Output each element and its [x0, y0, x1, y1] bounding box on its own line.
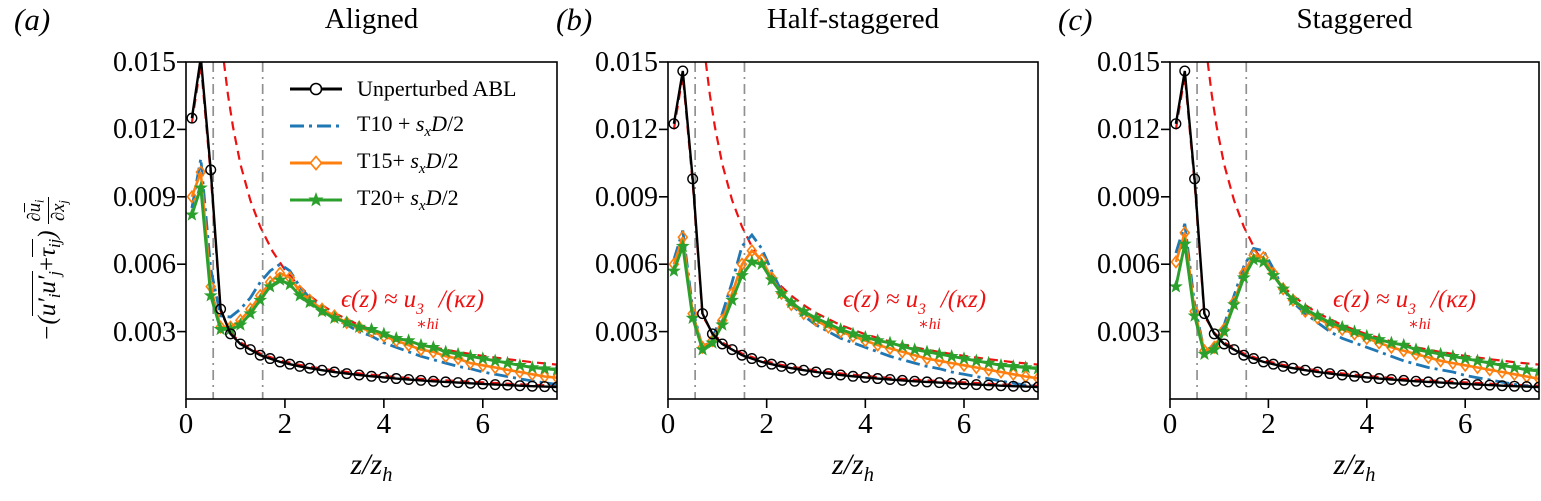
series-line-unperturbed-abl [672, 70, 1038, 389]
legend-item-t10: T10 + sxD/2 [288, 111, 516, 141]
plot-area-(a) [186, 62, 557, 399]
panel-label-b: (b) [556, 2, 593, 37]
axes-box [1169, 61, 1540, 400]
y-tick-label: 0.012 [113, 114, 176, 146]
y-tick-label: 0.003 [595, 316, 658, 348]
x-tick-label: 6 [1457, 408, 1473, 440]
axes-box [667, 61, 1039, 400]
plot-area-(c) [1170, 62, 1539, 399]
epsilon-annotation-a: ϵ(z) ≈ u 3 ∗hi/(κz) [341, 286, 485, 333]
legend-sample-t20 [290, 192, 342, 207]
x-tick-label: 0 [660, 408, 676, 440]
x-axis-label-b: z/zh [832, 448, 874, 487]
x-tick-label: 2 [759, 408, 774, 440]
series-markers-unperturbed-abl [186, 62, 557, 393]
axes-box [185, 61, 558, 400]
ref-curve-epsilon-fit-abl [1174, 75, 1539, 387]
x-tick-label: 2 [1261, 408, 1276, 440]
series-markers-t20--sxd-2 [186, 180, 557, 376]
y-tick-label: 0.012 [1097, 114, 1160, 146]
y-axis-label: −(u′iu′j + τij) ∂ui ∂xj [25, 39, 70, 499]
legend-label-t10: T10 + sxD/2 [357, 110, 465, 141]
epsilon-annotation-c: ϵ(z) ≈ u 3 ∗hi/(κz) [1333, 286, 1477, 333]
y-tick-label: 0.009 [113, 181, 176, 213]
series-markers-t20--sxd-2 [668, 238, 1038, 375]
epsilon-annotation-b: ϵ(z) ≈ u 3 ∗hi/(κz) [843, 286, 987, 333]
x-tick-label: 2 [277, 408, 293, 440]
x-tick-label: 4 [858, 408, 873, 440]
legend-sample-t10 [290, 124, 342, 128]
series-markers-unperturbed-abl [668, 65, 1038, 393]
y-tick-label: 0.006 [113, 249, 176, 281]
y-tick-label: 0.003 [113, 316, 176, 348]
panel-title-half-staggered: Half-staggered [766, 3, 940, 35]
y-tick-label: 0.012 [595, 114, 658, 146]
y-tick-label: 0.015 [113, 47, 176, 78]
legend-label-abl: Unperturbed ABL [357, 76, 517, 101]
legend-item-t20: T20+ sxD/2 [288, 185, 516, 215]
series-markers-t20--sxd-2 [1170, 236, 1539, 377]
x-axis-label-c: z/zh [1333, 448, 1376, 487]
legend-item-t15: T15+ sxD/2 [288, 148, 516, 178]
x-tick-label: 6 [475, 408, 491, 440]
legend-sample-abl [290, 82, 342, 96]
x-tick-label: 0 [1162, 408, 1178, 440]
panel-title-staggered: Staggered [1296, 3, 1413, 35]
x-tick-label: 0 [178, 408, 194, 440]
y-tick-label: 0.009 [1097, 181, 1160, 213]
legend-sample-t15 [290, 155, 342, 171]
x-tick-label: 6 [956, 408, 972, 440]
legend-label-t15: T15+ sxD/2 [357, 147, 459, 178]
series-markers-unperturbed-abl [1170, 65, 1539, 393]
legend-label-t20: T20+ sxD/2 [357, 184, 459, 215]
y-tick-label: 0.006 [595, 249, 658, 281]
ref-curve-epsilon-fit-abl [672, 75, 1038, 387]
series-line-unperturbed-abl [1174, 70, 1539, 389]
y-tick-label: 0.003 [1097, 316, 1160, 348]
panel-title-aligned: Aligned [324, 3, 419, 35]
x-axis-label-a: z/zh [350, 448, 393, 487]
panel-label-a: (a) [14, 2, 51, 37]
legend: Unperturbed ABL T10 + sxD/2 T15+ sxD/2 T20+… [288, 74, 516, 215]
panel-label-c: (c) [1058, 2, 1093, 37]
y-tick-label: 0.009 [595, 181, 658, 213]
legend-item-abl: Unperturbed ABL [288, 74, 516, 104]
plot-area-(b) [668, 62, 1038, 399]
x-tick-label: 4 [376, 408, 392, 440]
y-tick-label: 0.015 [595, 47, 658, 78]
series-line-t10---sxd-2 [1174, 223, 1539, 390]
y-tick-label: 0.006 [1097, 249, 1160, 281]
x-tick-label: 4 [1359, 408, 1375, 440]
y-tick-label: 0.015 [1097, 47, 1160, 78]
